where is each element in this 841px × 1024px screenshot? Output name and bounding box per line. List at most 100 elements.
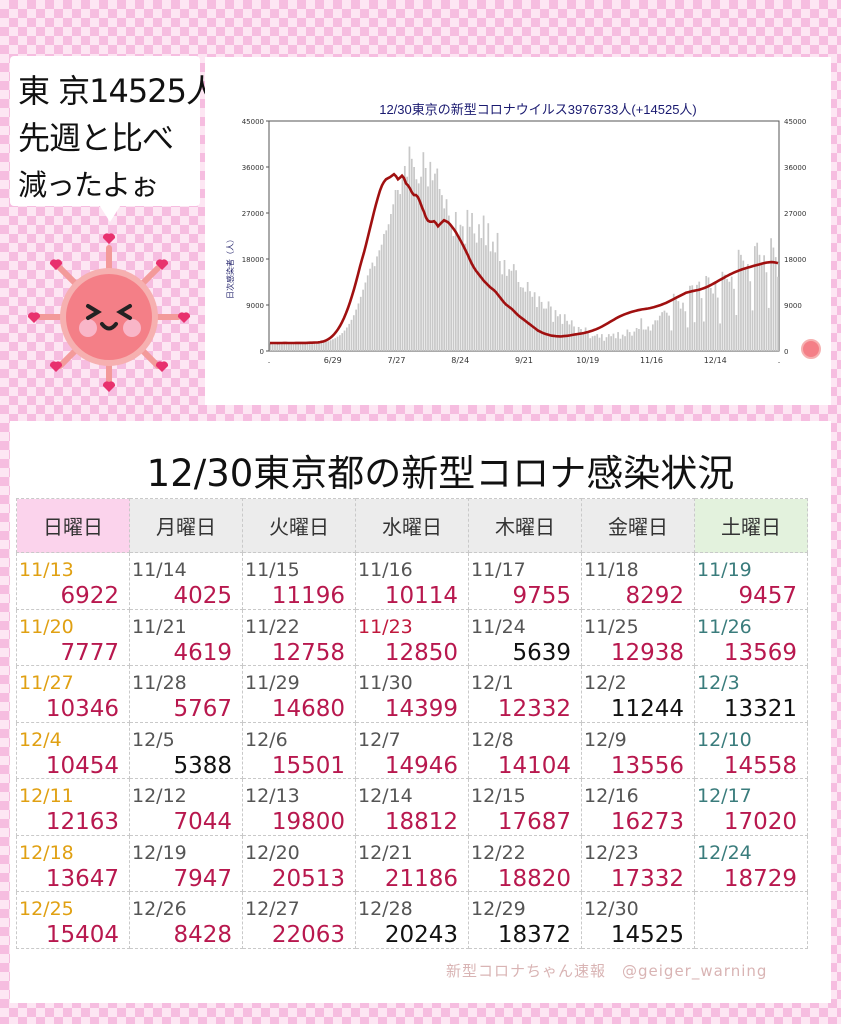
date-label: 12/5 (132, 728, 175, 751)
case-count: 12850 (384, 639, 458, 666)
bar (559, 314, 561, 351)
case-count: 14525 (610, 922, 684, 948)
speech-bubble: 東 京14525人 先週と比べ 減ったよぉ (10, 56, 218, 206)
bar (292, 343, 295, 351)
date-label: 11/16 (358, 559, 413, 581)
y-tick-label-right: 18000 (784, 256, 806, 264)
day-cell: 11/17 9755 (468, 552, 582, 610)
case-count: 7044 (173, 809, 232, 835)
bar (403, 165, 406, 351)
date-label: 12/15 (471, 785, 526, 807)
bar (348, 323, 351, 351)
bar (770, 238, 772, 351)
date-label: 12/9 (584, 728, 627, 751)
case-count: 7947 (173, 865, 232, 892)
bar (366, 275, 369, 351)
bar (610, 336, 612, 351)
bar (730, 276, 733, 351)
date-label: 11/27 (19, 672, 74, 694)
table-row: 11/13 6922 11/14 4025 11/15 11196 11/16 10114 11… (16, 552, 808, 610)
bar (278, 343, 281, 351)
bar (357, 303, 360, 351)
bar (675, 299, 677, 351)
bar (658, 315, 661, 351)
bar (774, 257, 777, 351)
bar (638, 329, 640, 351)
bar (596, 334, 599, 351)
virus-mascot-icon (27, 233, 191, 392)
day-cell: 11/20 7777 (16, 608, 130, 666)
bar (605, 337, 608, 351)
case-count: 5388 (173, 752, 232, 779)
day-cell: 11/29 14680 (242, 665, 356, 723)
bar (582, 332, 585, 351)
bar (290, 343, 293, 351)
bar (533, 292, 536, 351)
date-label: 12/25 (19, 898, 74, 920)
bar (325, 341, 327, 351)
day-cell: 11/15 11196 (242, 552, 356, 610)
case-count: 14946 (384, 752, 458, 779)
date-label: 12/16 (584, 785, 639, 807)
x-tick-label: 12/14 (704, 356, 727, 365)
bar (434, 173, 436, 351)
bar (749, 281, 752, 351)
bar (362, 289, 364, 351)
bar (410, 158, 413, 351)
date-label: 12/27 (245, 898, 300, 920)
bar (496, 232, 499, 351)
bar (689, 285, 691, 351)
bar (422, 152, 425, 351)
bar (601, 334, 603, 351)
plot-area: 0 0 9000 9000 18000 18000 27000 27000 36000 36000… (242, 118, 821, 365)
daily-cases-chart: 12/30東京の新型コロナウイルス3976733人(+14525人) 日次感染者… (225, 102, 821, 365)
case-count: 13569 (723, 639, 797, 666)
bar (394, 190, 397, 351)
bar (311, 342, 313, 351)
bar (285, 342, 288, 351)
bar (670, 330, 673, 351)
bar (457, 236, 459, 351)
bar (436, 168, 439, 351)
bar (387, 224, 390, 351)
bar (468, 226, 471, 351)
bar (427, 186, 429, 351)
bar (709, 287, 712, 351)
bar (512, 264, 515, 351)
day-cell: 12/1 12332 (468, 665, 582, 723)
bar (315, 342, 318, 351)
bar (385, 230, 388, 351)
bar (635, 328, 638, 351)
date-label: 12/30 (584, 898, 639, 920)
bar (452, 236, 455, 351)
bar (482, 215, 485, 351)
date-label: 12/22 (471, 841, 526, 864)
bar (707, 277, 710, 351)
day-cell: 12/6 15501 (242, 721, 356, 779)
bar (336, 336, 339, 351)
bar (485, 245, 487, 351)
bar (464, 243, 466, 351)
day-cell: 12/24 18729 (694, 834, 808, 892)
date-label: 11/19 (697, 559, 752, 581)
day-cell: 12/14 18812 (355, 778, 469, 836)
bar (751, 310, 754, 351)
bar (652, 324, 654, 351)
bar (723, 274, 726, 351)
day-cell: 11/24 5639 (468, 608, 582, 666)
day-cell: 11/14 4025 (129, 552, 243, 610)
date-label: 11/28 (132, 672, 187, 694)
bubble-line-1: 東 京14525人 (18, 72, 218, 110)
day-cell: 12/22 18820 (468, 834, 582, 892)
bar (505, 275, 508, 351)
bar (621, 334, 624, 351)
date-label: 12/4 (19, 728, 62, 751)
bar (545, 308, 548, 351)
bar (408, 146, 411, 351)
case-count: 18372 (497, 922, 571, 948)
weekday-header: 土曜日 (694, 498, 808, 553)
bar (677, 301, 680, 351)
day-cell: 12/12 7044 (129, 778, 243, 836)
day-cell: 12/8 14104 (468, 721, 582, 779)
bar (607, 334, 610, 351)
